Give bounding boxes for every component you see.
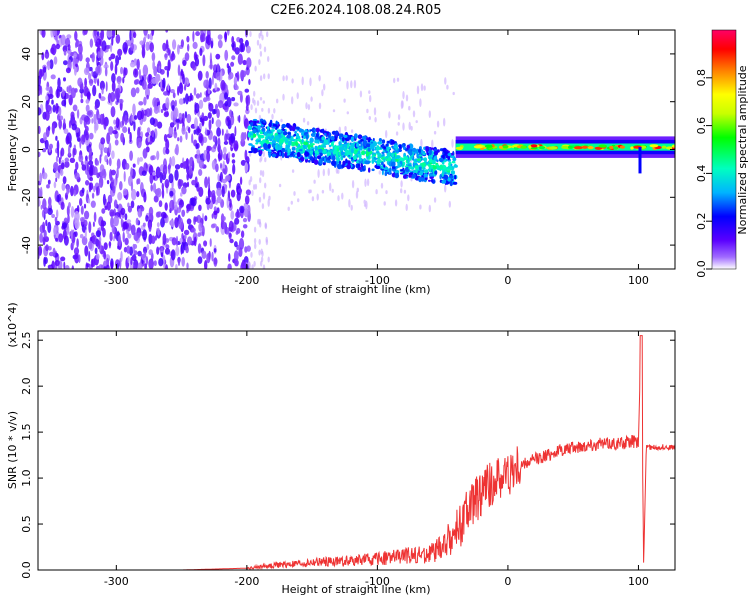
top-axes-xtick-label: 0 <box>504 274 511 287</box>
top-axes-xtick-label: -200 <box>234 274 259 287</box>
bot-axes-ytick-label: 2.5 <box>20 331 33 349</box>
bot-axes-ytick-label: 1.5 <box>20 423 33 441</box>
top-y-axis-label: Frequency (Hz) <box>6 109 19 192</box>
spectrogram-heatmap <box>38 30 675 269</box>
colorbar <box>712 30 736 269</box>
bottom-x-axis-label: Height of straight line (km) <box>281 583 430 596</box>
bottom-plot-frame <box>37 330 676 571</box>
top-axes-xtick-label: 100 <box>628 274 649 287</box>
colorbar-tick-label: 0.8 <box>695 69 708 87</box>
colorbar-label: Normalized spectral amplitude <box>736 65 749 234</box>
top-axes-ytick-label: 0 <box>20 146 33 153</box>
figure-title: C2E6.2024.108.08.24.R05 <box>270 3 441 18</box>
bot-axes-xtick-label: 0 <box>504 575 511 588</box>
top-axes-ytick-label: 40 <box>20 47 33 61</box>
bot-axes-ytick-label: 0.5 <box>20 515 33 533</box>
colorbar-tick-label: 0.4 <box>695 165 708 183</box>
bottom-y-multiplier: (x10^4) <box>6 302 19 347</box>
bottom-y-axis-label: SNR (10 * v/v) <box>6 411 19 489</box>
bot-axes-ytick-label: 0.0 <box>20 561 33 579</box>
colorbar-tick-label: 0.2 <box>695 212 708 230</box>
bot-axes-xtick-label: -200 <box>234 575 259 588</box>
top-axes-ytick-label: -20 <box>20 188 33 206</box>
colorbar-ticks: 0.0 0.2 0.4 0.6 0.8 <box>695 69 712 278</box>
bot-axes-ytick-label: 2.0 <box>20 377 33 395</box>
top-axes-ytick-label: -40 <box>20 236 33 254</box>
bot-axes-xtick-label: -300 <box>104 575 129 588</box>
top-axes-xtick-label: -300 <box>104 274 129 287</box>
colorbar-frame <box>711 29 737 270</box>
colorbar-tick-label: 0.0 <box>695 260 708 278</box>
top-axes-ytick-label: 20 <box>20 95 33 109</box>
bottom-axes: -300 -200 -100 0 100 0.0 0.5 1.0 1.5 2.0 2.5 <box>20 331 675 588</box>
top-axes-xtick-label: -100 <box>365 274 390 287</box>
bot-axes-xtick-label: 100 <box>628 575 649 588</box>
bot-axes-xtick-label: -100 <box>365 575 390 588</box>
top-x-axis-label: Height of straight line (km) <box>281 283 430 296</box>
snr-series-line <box>38 335 675 570</box>
bot-axes-ytick-label: 1.0 <box>20 469 33 487</box>
colorbar-tick-label: 0.6 <box>695 117 708 135</box>
snr-plot-area <box>38 335 675 570</box>
